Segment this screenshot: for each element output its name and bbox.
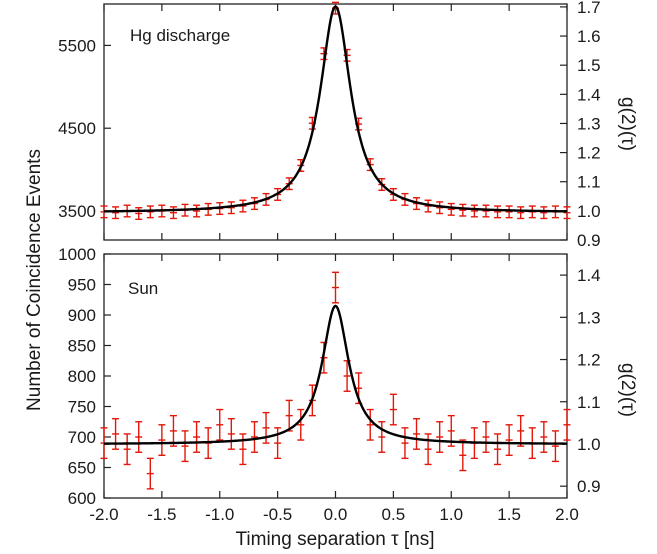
panel-hg-y2-axis-title: g(2)(τ) <box>617 97 638 151</box>
panel-sun-data-point <box>389 393 397 426</box>
panel-sun-ytick-label: 900 <box>68 306 96 325</box>
panel-sun-xtick-label: -1.0 <box>205 505 234 524</box>
panel-sun-label: Sun <box>128 279 158 298</box>
panel-hg-y2tick-label: 1.3 <box>577 114 601 133</box>
panel-sun-ytick-label: 650 <box>68 459 96 478</box>
panel-sun-ytick-label: 600 <box>68 489 96 508</box>
panel-sun-data-point <box>123 433 131 466</box>
panel-sun-data-point <box>250 421 258 453</box>
panel-hg-data-point <box>169 206 177 220</box>
panel-sun-data-point <box>413 418 421 450</box>
panel-sun-y2tick-label: 0.9 <box>577 477 601 496</box>
panel-sun-xtick-label: -2.0 <box>89 505 118 524</box>
panel-hg-y2tick-label: 1.0 <box>577 202 601 221</box>
y-axis-title: Number of Coincidence Events <box>24 149 45 411</box>
panel-sun-data-point <box>366 408 374 441</box>
panel-sun-xtick-label: 0.0 <box>324 505 348 524</box>
panel-hg-ytick-label: 4500 <box>58 119 96 138</box>
panel-hg-y2tick-label: 1.4 <box>577 85 601 104</box>
panel-sun-xtick-label: -1.5 <box>147 505 176 524</box>
panel-sun-data-point <box>227 418 235 450</box>
panel-sun-data-point <box>169 414 177 447</box>
panel-hg-data-point <box>459 203 467 217</box>
panel-sun-xtick-label: -0.5 <box>263 505 292 524</box>
panel-hg-y2tick-label: 1.2 <box>577 144 601 163</box>
panel-sun-data-point <box>193 421 201 453</box>
panel-sun-data-point <box>540 421 548 453</box>
panel-hg-data-point <box>100 205 108 219</box>
panel-hg-y2tick-label: 1.1 <box>577 173 601 192</box>
panel-hg-data-point <box>112 206 120 220</box>
panel-hg-y2tick-label: 1.6 <box>577 27 601 46</box>
panel-hg-fit-curve <box>103 5 568 213</box>
panel-hg-data-point <box>505 205 513 219</box>
panel-hg-data-point <box>470 204 478 218</box>
panel-sun-y2-axis-title: g(2)(τ) <box>617 363 638 417</box>
panel-hg-y2tick-label: 0.9 <box>577 231 601 250</box>
panel-sun-data-point <box>378 421 386 453</box>
panel-hg-ytick-label: 5500 <box>58 36 96 55</box>
panel-sun-ytick-label: 850 <box>68 337 96 356</box>
panel-sun-data-point <box>424 433 432 466</box>
panel-sun-data-point <box>494 433 502 466</box>
panel-sun-data-point <box>551 430 559 463</box>
panel-sun-data-point <box>158 424 166 456</box>
panel-sun-ytick-label: 800 <box>68 367 96 386</box>
panel-sun-data-point <box>436 421 444 453</box>
panel-hg-y2tick-label: 1.7 <box>577 0 601 17</box>
panel-hg-data-point <box>494 205 502 219</box>
panel-hg-data-point <box>517 206 525 220</box>
panel-hg-data-point <box>540 206 548 220</box>
panel-sun-data-point <box>216 408 224 441</box>
panel-sun-data-point <box>135 421 143 453</box>
panel-hg-data-point <box>447 202 455 216</box>
panel-hg-label: Hg discharge <box>130 26 230 45</box>
panel-sun-ytick-label: 1000 <box>58 245 96 264</box>
panel-sun-data-point <box>401 427 409 460</box>
panel-hg: Hg discharge 3500 4500 5500 0.9 1.0 1.1 1.2 1.… <box>58 0 638 250</box>
panel-sun-xtick-label: 1.5 <box>497 505 521 524</box>
panel-sun-data-point <box>459 439 467 472</box>
panel-sun-xtick-label: 0.5 <box>382 505 406 524</box>
panel-sun-y2tick-label: 1.2 <box>577 351 601 370</box>
panel-sun-data-point <box>146 457 154 490</box>
panel-sun-data-point <box>563 408 571 441</box>
panel-sun-y2tick-label: 1.3 <box>577 308 601 327</box>
panel-sun-xtick-label: 1.0 <box>439 505 463 524</box>
panel-sun-data-point <box>239 433 247 466</box>
panel-hg-data-point <box>482 204 490 218</box>
panel-sun-data-point <box>181 430 189 463</box>
panel-sun: Sun 600 650 700 750 800 850 900 950 1000 0.9 1.0 1… <box>58 245 638 524</box>
panel-hg-data-point <box>563 206 571 220</box>
panel-hg-y2tick-label: 1.5 <box>577 56 601 75</box>
panel-sun-y2tick-label: 1.1 <box>577 393 601 412</box>
panel-sun-data-point <box>332 271 339 304</box>
panel-sun-ytick-label: 950 <box>68 276 96 295</box>
panel-sun-ytick-label: 700 <box>68 428 96 447</box>
panel-sun-ytick-label: 750 <box>68 398 96 417</box>
panel-sun-xtick-label: 2.0 <box>555 505 579 524</box>
x-axis-title: Timing separation τ [ns] <box>236 529 435 550</box>
panel-sun-y2tick-label: 1.0 <box>577 435 601 454</box>
panel-sun-data-point <box>274 427 282 460</box>
panel-sun-fit-curve <box>104 304 567 445</box>
panel-sun-data-point <box>505 424 513 456</box>
panel-sun-data-point <box>517 414 525 447</box>
panel-sun-data-point <box>482 421 490 453</box>
panel-sun-data-point <box>297 408 305 441</box>
panel-hg-data-point <box>193 204 201 218</box>
panel-sun-y2tick-label: 1.4 <box>577 266 601 285</box>
panel-hg-data-point <box>135 207 143 220</box>
panel-hg-ytick-label: 3500 <box>58 202 96 221</box>
